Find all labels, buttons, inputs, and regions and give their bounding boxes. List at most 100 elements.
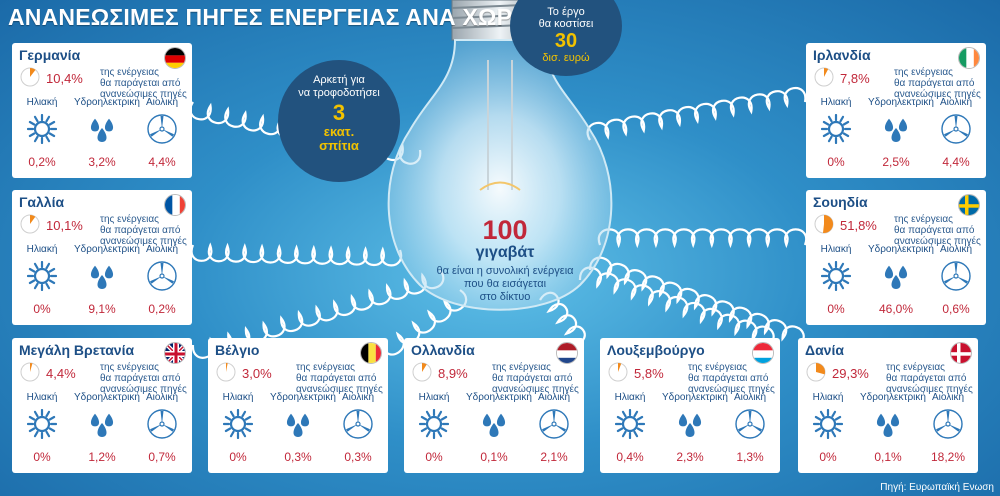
share-pie-icon <box>806 362 826 382</box>
country-name: Ολλανδία <box>411 342 475 358</box>
renewable-share: 4,4% <box>46 366 76 381</box>
energy-breakdown: Ηλιακή 0% Υδροηλεκτρική 0,1% Αιολική 2,1… <box>404 391 584 464</box>
wind-turbine-icon <box>343 409 373 439</box>
wind-column: Αιολική 18,2% <box>920 391 976 464</box>
sun-icon <box>26 260 58 292</box>
sun-icon <box>222 408 254 440</box>
hydro-label: Υδροηλεκτρική <box>74 97 140 108</box>
country-card-germany: Γερμανία 10,4% της ενέργειας θα παράγετα… <box>12 43 192 178</box>
hydro-value: 9,1% <box>88 302 116 316</box>
sun-icon <box>820 260 852 292</box>
wind-label: Αιολική <box>341 392 375 403</box>
country-name: Γαλλία <box>19 194 65 210</box>
wind-column: Αιολική 0,3% <box>330 391 386 464</box>
renewable-share: 7,8% <box>840 71 870 86</box>
solar-column: Ηλιακή 0% <box>14 243 70 316</box>
wind-value: 1,3% <box>736 450 764 464</box>
coil-wire <box>586 86 807 141</box>
hydro-column: Υδροηλεκτρική 46,0% <box>868 243 934 316</box>
share-pie-icon <box>216 362 236 382</box>
solar-label: Ηλιακή <box>820 244 852 255</box>
solar-label: Ηλιακή <box>26 244 58 255</box>
gigawatt-unit: γιγαβάτ <box>475 244 535 261</box>
country-name: Γερμανία <box>19 47 81 63</box>
share-description-2: θα παράγεται από <box>296 373 377 384</box>
wind-value: 2,1% <box>540 450 568 464</box>
share-description-1: της ενέργειας <box>894 67 953 78</box>
hydro-value: 2,3% <box>676 450 704 464</box>
solar-value: 0% <box>819 450 837 464</box>
solar-column: Ηλιακή 0% <box>14 391 70 464</box>
wind-value: 0,7% <box>148 450 176 464</box>
gigawatt-desc-2: που θα εισάγεται <box>463 278 547 290</box>
solar-value: 0% <box>827 302 845 316</box>
hydro-label: Υδροηλεκτρική <box>868 97 934 108</box>
solar-column: Ηλιακή 0% <box>800 391 856 464</box>
coil-wire <box>539 291 586 347</box>
share-description-2: θα παράγεται από <box>100 78 181 89</box>
sweden-flag-icon <box>958 194 980 216</box>
page-title: ΑΝΑΝΕΩΣΙΜΕΣ ΠΗΓΕΣ ΕΝΕΡΓΕΙΑΣ ΑΝΑ ΧΩΡΑ <box>8 4 528 30</box>
solar-label: Ηλιακή <box>26 97 58 108</box>
share-description: της ενέργειας θα παράγεται από ανανεώσιμ… <box>100 214 190 247</box>
energy-breakdown: Ηλιακή 0% Υδροηλεκτρική 2,5% Αιολική 4,4… <box>806 96 986 169</box>
country-name: Δανία <box>805 342 844 358</box>
country-card-netherlands: Ολλανδία 8,9% της ενέργειας θα παράγεται… <box>404 338 584 473</box>
water-drops-icon <box>479 409 509 439</box>
hydro-value: 0,1% <box>874 450 902 464</box>
wind-value: 4,4% <box>942 155 970 169</box>
solar-label: Ηλιακή <box>614 392 646 403</box>
sun-icon <box>812 408 844 440</box>
share-description-2: θα παράγεται από <box>492 373 573 384</box>
wind-column: Αιολική 4,4% <box>134 96 190 169</box>
share-description: της ενέργειας θα παράγεται από ανανεώσιμ… <box>688 362 778 395</box>
share-pie-icon <box>608 362 628 382</box>
country-card-sweden: Σουηδία 51,8% της ενέργειας θα παράγεται… <box>806 190 986 325</box>
energy-breakdown: Ηλιακή 0% Υδροηλεκτρική 9,1% Αιολική 0,2… <box>12 243 192 316</box>
share-description-3: ανανεώσιμες πηγές <box>894 236 981 247</box>
wind-turbine-icon <box>147 114 177 144</box>
hydro-label: Υδροηλεκτρική <box>74 244 140 255</box>
country-card-luxembourg: Λουξεμβούργο 5,8% της ενέργειας θα παράγ… <box>600 338 780 473</box>
hydro-column: Υδροηλεκτρική 9,1% <box>74 243 140 316</box>
wind-turbine-icon <box>735 409 765 439</box>
wind-column: Αιολική 0,6% <box>928 243 984 316</box>
wind-label: Αιολική <box>733 392 767 403</box>
wind-value: 0,6% <box>942 302 970 316</box>
solar-value: 0% <box>33 450 51 464</box>
share-pie-icon <box>20 67 40 87</box>
hydro-column: Υδροηλεκτρική 1,2% <box>74 391 140 464</box>
ireland-flag-icon <box>958 47 980 69</box>
share-description-1: της ενέργειας <box>894 214 953 225</box>
share-pie-icon <box>20 362 40 382</box>
solar-label: Ηλιακή <box>26 392 58 403</box>
hydro-column: Υδροηλεκτρική 0,3% <box>270 391 336 464</box>
energy-breakdown: Ηλιακή 0,2% Υδροηλεκτρική 3,2% Αιολική 4… <box>12 96 192 169</box>
share-description-1: της ενέργειας <box>100 67 159 78</box>
country-name: Μεγάλη Βρετανία <box>19 342 135 358</box>
share-pie-icon <box>412 362 432 382</box>
share-description-3: ανανεώσιμες πηγές <box>894 89 981 100</box>
wind-column: Αιολική 0,2% <box>134 243 190 316</box>
houses-bubble: Αρκετή για να τροφοδοτήσει 3 εκατ. σπίτι… <box>278 60 400 182</box>
country-name: Λουξεμβούργο <box>607 342 705 358</box>
share-description: της ενέργειας θα παράγεται από ανανεώσιμ… <box>894 214 984 247</box>
hydro-label: Υδροηλεκτρική <box>868 244 934 255</box>
wind-turbine-icon <box>941 114 971 144</box>
solar-value: 0,4% <box>616 450 644 464</box>
water-drops-icon <box>675 409 705 439</box>
water-drops-icon <box>87 409 117 439</box>
renewable-share: 10,4% <box>46 71 83 86</box>
belgium-flag-icon <box>360 342 382 364</box>
share-description-3: ανανεώσιμες πηγές <box>100 89 187 100</box>
energy-breakdown: Ηλιακή 0% Υδροηλεκτρική 0,3% Αιολική 0,3… <box>208 391 388 464</box>
share-description: της ενέργειας θα παράγεται από ανανεώσιμ… <box>100 362 190 395</box>
country-card-belgium: Βέλγιο 3,0% της ενέργειας θα παράγεται α… <box>208 338 388 473</box>
hydro-value: 0,1% <box>480 450 508 464</box>
renewable-share: 8,9% <box>438 366 468 381</box>
sun-icon <box>26 408 58 440</box>
gigawatt-desc-1: θα είναι η συνολική ενέργεια <box>436 265 574 277</box>
hydro-column: Υδροηλεκτρική 2,3% <box>662 391 728 464</box>
source-note: Πηγή: Ευρωπαϊκή Ενωση <box>880 482 994 493</box>
